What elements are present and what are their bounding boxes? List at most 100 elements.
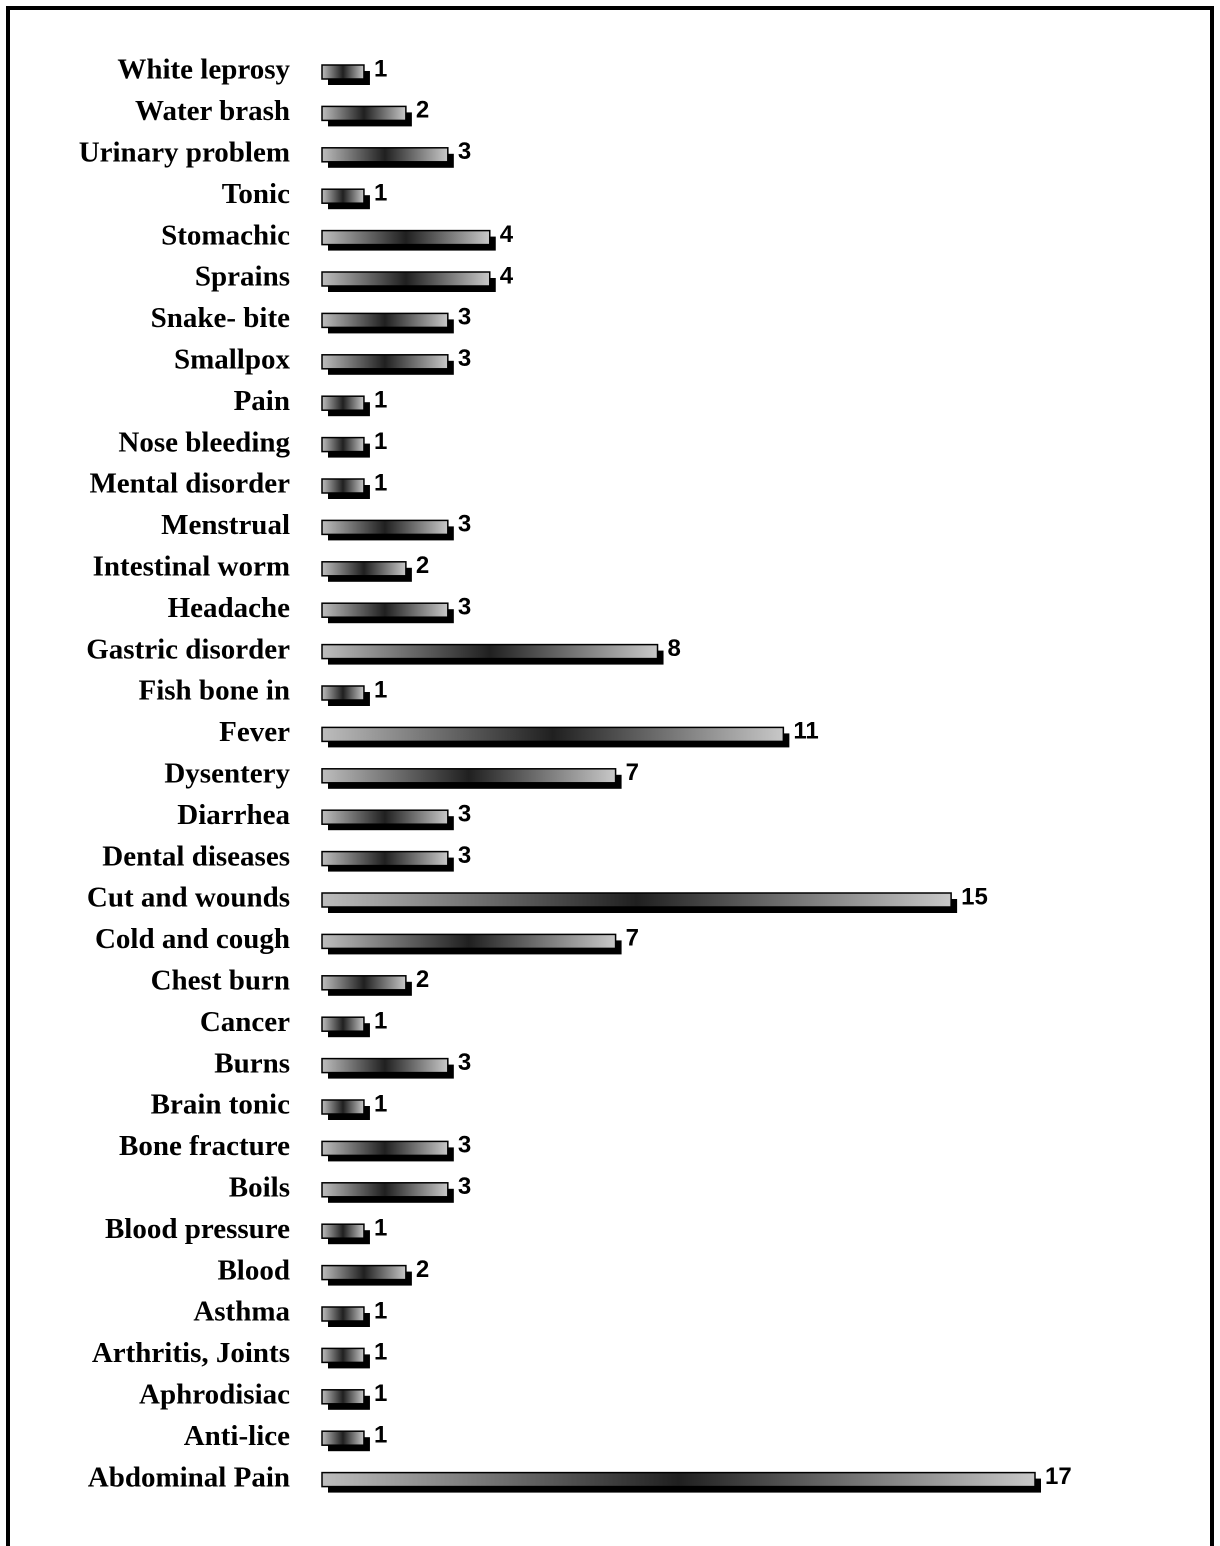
bar bbox=[321, 643, 659, 660]
bar bbox=[321, 1182, 449, 1198]
value-label: 2 bbox=[416, 552, 429, 579]
bar bbox=[321, 809, 449, 825]
bar bbox=[321, 1430, 365, 1446]
value-label: 3 bbox=[458, 511, 471, 538]
bar bbox=[321, 975, 407, 991]
value-label: 1 bbox=[374, 387, 387, 414]
category-label: Mental disorder bbox=[89, 468, 290, 500]
bar bbox=[321, 685, 365, 701]
value-label: 1 bbox=[374, 180, 387, 207]
category-label: Abdominal Pain bbox=[88, 1461, 290, 1493]
value-label: 4 bbox=[500, 221, 514, 248]
bar bbox=[321, 312, 449, 329]
category-label: Anti-lice bbox=[184, 1420, 290, 1452]
value-label: 3 bbox=[458, 138, 471, 165]
category-label: Gastric disorder bbox=[86, 633, 290, 665]
bar bbox=[321, 519, 449, 536]
bar bbox=[321, 64, 365, 80]
value-label: 3 bbox=[458, 345, 471, 372]
bar bbox=[321, 271, 491, 287]
bar bbox=[321, 1347, 365, 1364]
bar bbox=[321, 436, 365, 453]
category-label: Chest burn bbox=[151, 964, 290, 996]
bar bbox=[321, 229, 491, 246]
category-label: Cold and cough bbox=[95, 923, 290, 955]
bar bbox=[321, 1306, 365, 1322]
value-label: 1 bbox=[374, 428, 387, 455]
bar bbox=[321, 105, 407, 122]
value-label: 1 bbox=[374, 1339, 387, 1366]
category-label: Headache bbox=[168, 592, 291, 624]
category-label: Snake- bite bbox=[151, 302, 291, 334]
bar bbox=[321, 768, 617, 784]
bar bbox=[321, 892, 952, 908]
bar bbox=[321, 188, 365, 204]
category-label: Smallpox bbox=[174, 343, 291, 375]
category-label: Fish bone in bbox=[139, 675, 291, 707]
category-label: Dysentery bbox=[164, 757, 290, 789]
value-label: 1 bbox=[374, 1090, 387, 1117]
category-label: Blood pressure bbox=[105, 1213, 290, 1245]
category-label: Arthritis, Joints bbox=[92, 1337, 290, 1369]
bar bbox=[321, 1140, 449, 1157]
bar bbox=[321, 1471, 1036, 1488]
bar bbox=[321, 933, 617, 950]
bar bbox=[321, 1389, 365, 1405]
category-label: Tonic bbox=[222, 178, 290, 210]
value-label: 1 bbox=[374, 676, 387, 703]
bar bbox=[321, 1057, 449, 1074]
category-label: Nose bleeding bbox=[118, 426, 290, 458]
category-label: Sprains bbox=[195, 261, 290, 293]
value-label: 1 bbox=[374, 55, 387, 82]
value-label: 1 bbox=[374, 1380, 387, 1407]
category-label: Boils bbox=[229, 1171, 290, 1203]
category-label: Burns bbox=[214, 1047, 290, 1079]
bar bbox=[321, 147, 449, 163]
category-label: Cut and wounds bbox=[87, 882, 290, 914]
value-label: 3 bbox=[458, 1173, 471, 1200]
category-label: Fever bbox=[219, 716, 290, 748]
value-label: 1 bbox=[374, 1215, 387, 1242]
value-label: 3 bbox=[458, 801, 471, 828]
value-label: 3 bbox=[458, 594, 471, 621]
category-label: Diarrhea bbox=[177, 799, 290, 831]
category-label: Asthma bbox=[193, 1296, 290, 1328]
bar bbox=[321, 478, 365, 494]
value-label: 15 bbox=[961, 883, 988, 910]
value-label: 3 bbox=[458, 1132, 471, 1159]
value-label: 3 bbox=[458, 304, 471, 331]
category-label: Cancer bbox=[200, 1006, 290, 1038]
bar bbox=[321, 395, 365, 411]
category-label: Blood bbox=[217, 1254, 290, 1286]
bar bbox=[321, 561, 407, 577]
frame bbox=[6, 6, 1214, 1546]
category-label: Water brash bbox=[135, 95, 290, 127]
bar bbox=[321, 354, 449, 370]
value-label: 1 bbox=[374, 1008, 387, 1035]
value-label: 1 bbox=[374, 469, 387, 496]
category-label: Urinary problem bbox=[79, 136, 290, 168]
value-label: 17 bbox=[1045, 1463, 1072, 1490]
category-label: Menstrual bbox=[161, 509, 290, 541]
value-label: 2 bbox=[416, 1256, 429, 1283]
category-label: Aphrodisiac bbox=[139, 1378, 290, 1410]
bar bbox=[321, 1264, 407, 1281]
bar bbox=[321, 1099, 365, 1115]
bar bbox=[321, 850, 449, 867]
category-label: White leprosy bbox=[117, 54, 290, 86]
value-label: 1 bbox=[374, 1422, 387, 1449]
bar bbox=[321, 1223, 365, 1239]
value-label: 3 bbox=[458, 1049, 471, 1076]
category-label: Dental diseases bbox=[102, 840, 290, 872]
category-label: Intestinal worm bbox=[93, 550, 290, 582]
value-label: 11 bbox=[793, 718, 818, 745]
value-label: 7 bbox=[626, 759, 639, 786]
bar bbox=[321, 1016, 365, 1032]
category-label: Bone fracture bbox=[119, 1130, 290, 1162]
category-label: Stomachic bbox=[161, 219, 290, 251]
value-label: 2 bbox=[416, 966, 429, 993]
value-label: 2 bbox=[416, 97, 429, 124]
category-label: Pain bbox=[234, 385, 290, 417]
value-label: 8 bbox=[668, 635, 681, 662]
